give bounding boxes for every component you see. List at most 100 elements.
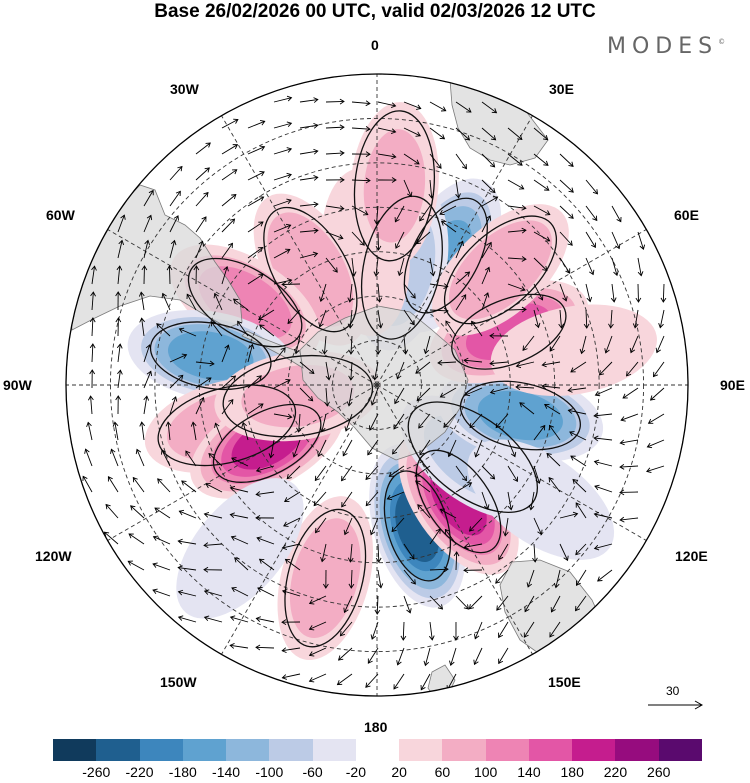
wind-vector-arrow: [443, 413, 457, 428]
wind-vector-arrow: [507, 204, 527, 211]
wind-vector-arrow: [453, 551, 460, 571]
colorbar-swatch: [269, 739, 313, 761]
wind-vector-arrow: [348, 335, 355, 355]
wind-vector-arrow: [498, 647, 509, 665]
wind-vector-arrow: [208, 452, 223, 467]
wind-vector-arrow: [646, 465, 665, 474]
wind-vector-arrow: [481, 179, 496, 194]
wind-vector-arrow: [429, 127, 446, 140]
meridian-line: [376, 74, 578, 386]
wind-vector-arrow: [377, 127, 397, 134]
lon-label-90w: 90W: [3, 377, 32, 393]
wind-vector-arrow: [455, 465, 467, 482]
wind-vector-arrow: [190, 421, 197, 441]
wind-vector-arrow: [507, 127, 523, 141]
wind-vector-arrow: [343, 595, 353, 614]
wind-vector-arrow: [481, 465, 496, 480]
wind-vector-arrow: [417, 504, 431, 519]
wind-vector-arrow: [647, 413, 665, 424]
wind-vector-arrow: [308, 595, 327, 605]
wind-vector-arrow: [585, 205, 598, 222]
wind-vector-arrow: [507, 439, 517, 458]
wind-vector-arrow: [221, 193, 237, 207]
wind-vector-arrow: [481, 491, 490, 510]
wind-vector-arrow: [507, 256, 527, 262]
wind-vector-arrow: [523, 621, 535, 638]
wind-vector-arrow: [299, 361, 315, 375]
lon-label-120e: 120E: [675, 548, 708, 564]
wind-vector-arrow: [416, 387, 431, 402]
wind-vector-arrow: [550, 595, 561, 613]
meridian-line: [176, 74, 378, 386]
wind-vector-arrow: [317, 439, 327, 458]
lon-label-180: 180: [364, 719, 388, 735]
wind-vector-arrow: [367, 647, 379, 664]
wind-vector-arrow: [273, 278, 293, 285]
wind-vector-arrow: [474, 439, 483, 458]
lon-label-30e: 30E: [549, 81, 574, 97]
wind-vector-arrow: [507, 179, 525, 190]
wind-vector-arrow: [440, 220, 457, 233]
wind-vector-arrow: [221, 144, 239, 155]
wind-vector-arrow: [559, 257, 571, 274]
wind-vector-arrow: [533, 424, 546, 441]
meridian-line: [376, 384, 578, 696]
wind-vector-arrow: [203, 542, 223, 549]
colorbar-ticks: -260 -220 -180 -140 -100 -60 -20 20 60 100 140 180 2…: [0, 764, 750, 782]
wind-vector-arrow: [185, 450, 197, 467]
wind-vector-arrow: [143, 214, 153, 233]
wind-vector-arrow: [496, 595, 509, 611]
wind-vector-arrow: [620, 413, 639, 422]
wind-vector-arrow: [341, 465, 353, 482]
wind-vector-arrow: [325, 177, 345, 183]
wind-vector-arrow: [299, 148, 319, 155]
colorbar-tick-label: -60: [302, 764, 323, 780]
wind-vector-arrow: [377, 309, 384, 329]
wind-vector-arrow: [646, 439, 665, 449]
wind-vector-arrow: [293, 335, 301, 355]
wind-vector-arrow: [347, 309, 354, 329]
anomaly-shade-ring: [167, 331, 254, 381]
wind-vector-arrow: [313, 491, 327, 507]
wind-vector-arrow: [558, 309, 565, 329]
wind-vector-arrow: [481, 127, 497, 141]
wind-vector-arrow: [281, 647, 301, 654]
wind-vector-arrow: [255, 616, 275, 623]
wind-vector-arrow: [575, 595, 587, 612]
colorbar-swatch: [658, 739, 702, 761]
wind-vector-arrow: [237, 320, 249, 337]
wind-vector-arrow: [351, 100, 371, 107]
lon-label-90e: 90E: [720, 377, 745, 393]
wind-vector-arrow: [351, 151, 371, 158]
wind-vector-arrow: [165, 421, 172, 441]
meridian-line: [66, 184, 378, 386]
wind-vector-arrow: [585, 283, 593, 303]
wind-vector-arrow: [286, 465, 301, 480]
wind-vector-arrow: [481, 266, 491, 285]
wind-vector-arrow: [281, 543, 301, 550]
colorbar-tick-label: -260: [82, 764, 111, 780]
wind-vector-arrow: [403, 283, 416, 299]
wind-vector-arrow: [221, 242, 233, 259]
colorbar-tick-label: -20: [345, 764, 366, 780]
wind-vector-arrow: [649, 387, 665, 401]
wind-vector-arrow: [498, 621, 509, 639]
wind-vector-arrow: [221, 375, 237, 389]
wind-vector-arrow: [181, 480, 197, 493]
wind-vector-arrow: [259, 324, 275, 337]
wind-vector-arrow: [388, 465, 405, 477]
colorbar-swatch: [355, 739, 400, 761]
wind-vector-arrow: [377, 177, 397, 183]
wind-vector-arrow: [273, 172, 292, 181]
wind-vector-arrow: [619, 489, 639, 496]
wind-vector-arrow: [495, 569, 509, 584]
wind-vector-arrow: [325, 124, 345, 131]
wind-vector-arrow: [395, 231, 405, 249]
wind-vector-arrow: [481, 241, 492, 259]
wind-vector-arrow: [321, 335, 328, 355]
wind-vector-arrow: [143, 370, 153, 389]
wind-vector-arrow: [156, 323, 171, 337]
colorbar-tick-label: 220: [603, 764, 628, 780]
wind-vector-arrow: [117, 239, 125, 259]
wind-vector-arrow: [178, 509, 197, 519]
